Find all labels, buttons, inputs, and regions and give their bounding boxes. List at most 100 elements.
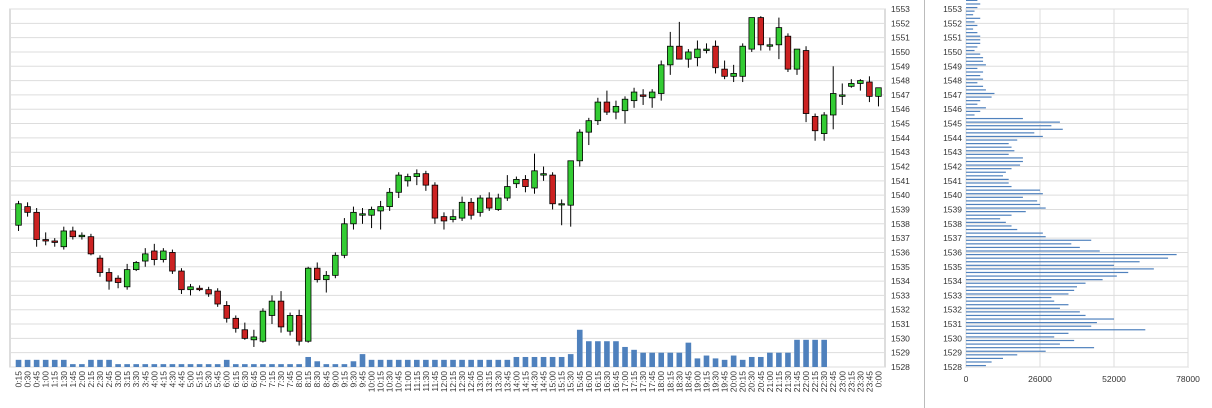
y-tick-label: 1538 bbox=[891, 219, 910, 229]
y-tick-label: 1543 bbox=[891, 147, 910, 157]
x-tick-label: 11:00 bbox=[403, 371, 413, 392]
profile-bar bbox=[966, 92, 995, 95]
x-tick-label: 11:45 bbox=[430, 371, 440, 392]
volume-bar bbox=[97, 359, 103, 367]
volume-bar bbox=[359, 354, 366, 367]
candle-body-down bbox=[712, 45, 719, 69]
volume-bar bbox=[513, 356, 520, 367]
candle-body-down bbox=[784, 35, 792, 70]
profile-bar bbox=[966, 275, 1117, 277]
candle-body-up bbox=[648, 91, 656, 99]
x-tick-label: 20:15 bbox=[738, 371, 748, 393]
profile-bar bbox=[966, 339, 1075, 342]
volume-bar bbox=[187, 364, 194, 367]
profile-y-tick-label: 1539 bbox=[943, 204, 962, 214]
profile-bar bbox=[966, 60, 984, 62]
volume-bar bbox=[15, 359, 22, 367]
y-tick-label: 1529 bbox=[891, 348, 910, 358]
y-tick-label: 1544 bbox=[891, 133, 910, 143]
candle-body-down bbox=[232, 317, 239, 329]
profile-y-tick-label: 1540 bbox=[943, 190, 962, 200]
profile-y-tick-label: 1533 bbox=[943, 290, 962, 300]
profile-bar bbox=[966, 279, 1103, 281]
profile-bar bbox=[966, 311, 1080, 313]
x-tick-label: 15:30 bbox=[566, 371, 576, 393]
volume-bar bbox=[613, 341, 619, 367]
candle-body-down bbox=[431, 184, 439, 219]
profile-bar bbox=[966, 193, 1043, 195]
profile-bar bbox=[966, 121, 1060, 123]
x-tick-label: 21:15 bbox=[774, 371, 784, 393]
candle-body-up bbox=[875, 87, 882, 97]
candle-body-up bbox=[495, 197, 502, 210]
volume-profile-panel: 1528 1529 1530 1531 1532 1533 1534 1535 1536 1537… bbox=[943, 0, 1200, 384]
x-tick-label: 20:30 bbox=[747, 371, 757, 393]
x-tick-label: 13:30 bbox=[493, 371, 503, 393]
candle-body-down bbox=[24, 206, 31, 213]
volume-bar bbox=[70, 364, 76, 367]
volume-bar bbox=[305, 356, 311, 367]
candle-body-down bbox=[105, 272, 113, 282]
x-tick-label: 6:00 bbox=[222, 371, 232, 388]
volume-bar bbox=[142, 364, 149, 367]
profile-bar bbox=[966, 364, 986, 367]
profile-bar bbox=[966, 282, 1086, 284]
volume-bar bbox=[223, 359, 230, 367]
y-tick-label: 1545 bbox=[891, 119, 910, 129]
candle-body-up bbox=[504, 186, 511, 199]
volume-bar bbox=[803, 339, 809, 367]
candle-body-down bbox=[87, 236, 95, 255]
y-tick-label: 1528 bbox=[891, 362, 910, 372]
x-tick-label: 22:45 bbox=[828, 371, 838, 393]
x-tick-label: 13:45 bbox=[502, 371, 512, 393]
candle-body-up bbox=[476, 197, 484, 213]
profile-bar bbox=[966, 3, 981, 5]
profile-bar bbox=[966, 17, 981, 19]
x-tick-label: 21:45 bbox=[792, 371, 802, 393]
volume-bar bbox=[377, 359, 384, 367]
volume-bar bbox=[794, 339, 800, 367]
candle-body-up bbox=[341, 223, 348, 256]
volume-bar bbox=[278, 364, 284, 367]
profile-x-tick-label: 0 bbox=[964, 374, 969, 384]
x-tick-label: 2:15 bbox=[86, 371, 96, 388]
volume-bar bbox=[721, 359, 728, 367]
candle-body-down bbox=[169, 252, 176, 272]
profile-y-tick-label: 1534 bbox=[943, 276, 962, 286]
y-tick-label: 1553 bbox=[891, 4, 910, 14]
x-tick-label: 14:30 bbox=[529, 371, 539, 393]
volume-bar bbox=[459, 359, 465, 367]
profile-bar bbox=[966, 100, 981, 102]
candle-body-up bbox=[685, 51, 692, 60]
profile-bar bbox=[966, 189, 1040, 191]
volume-bar bbox=[477, 359, 483, 367]
y-tick-label: 1550 bbox=[891, 47, 910, 57]
volume-bar bbox=[269, 364, 275, 367]
volume-bar bbox=[115, 364, 121, 367]
profile-bar bbox=[966, 218, 1001, 220]
profile-y-tick-label: 1532 bbox=[943, 305, 962, 315]
x-tick-label: 4:45 bbox=[176, 371, 186, 388]
profile-bar bbox=[966, 103, 978, 105]
x-tick-label: 18:00 bbox=[656, 371, 666, 393]
candle-body-down bbox=[214, 290, 221, 305]
profile-bar bbox=[966, 304, 1069, 306]
profile-bar bbox=[966, 182, 1009, 184]
profile-bar bbox=[966, 221, 1006, 223]
volume-bar bbox=[667, 352, 674, 367]
candle-body-up bbox=[304, 267, 312, 342]
x-tick-label: 4:15 bbox=[158, 371, 168, 388]
profile-bar bbox=[966, 125, 1052, 127]
x-tick-label: 6:45 bbox=[249, 371, 259, 388]
profile-bar bbox=[966, 57, 984, 59]
candle-body-up bbox=[621, 98, 629, 112]
x-tick-label: 5:45 bbox=[213, 371, 223, 388]
volume-bar bbox=[450, 359, 456, 367]
volume-bar bbox=[486, 359, 493, 367]
volume-bar bbox=[730, 355, 737, 367]
x-tick-label: 9:00 bbox=[330, 371, 340, 388]
profile-bar bbox=[966, 110, 981, 112]
x-tick-label: 5:00 bbox=[186, 371, 196, 388]
profile-bar bbox=[966, 64, 986, 66]
volume-bar bbox=[196, 364, 203, 367]
